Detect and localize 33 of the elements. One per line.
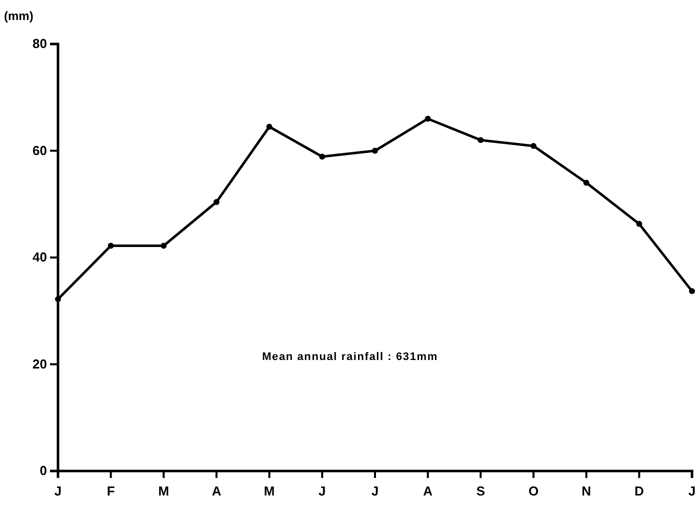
x-tick-label: S [476,483,486,498]
point [372,148,378,154]
point [689,288,695,294]
y-tick-label: 60 [32,142,47,158]
point [583,180,590,186]
x-tick-label: J [688,483,696,498]
point [55,296,61,302]
y-tick-label: 80 [32,36,47,52]
y-axis-title: (mm) [4,9,34,23]
x-tick-label: N [582,483,592,498]
point [266,124,272,130]
x-tick-label: F [106,483,115,498]
x-tick-label: D [634,483,644,498]
x-tick-label: A [212,483,222,498]
point [108,242,114,249]
x-tick-label: O [528,483,539,498]
annotation: Mean annual rainfall : 631mm [262,351,438,363]
y-tick-label: 20 [32,356,47,372]
x-tick-label: M [264,483,275,498]
point [424,116,431,122]
point [530,142,536,149]
y-tick-label: 0 [40,463,47,478]
x-tick-label: M [158,483,170,498]
point [319,154,326,160]
point [478,137,484,144]
x-tick-label: A [423,483,434,498]
point [160,242,167,249]
x-tick-label: J [371,483,379,498]
y-tick-label: 40 [32,250,47,265]
x-tick-label: J [318,483,326,498]
x-tick-label: J [54,483,62,498]
point [214,199,220,205]
point [636,220,642,227]
